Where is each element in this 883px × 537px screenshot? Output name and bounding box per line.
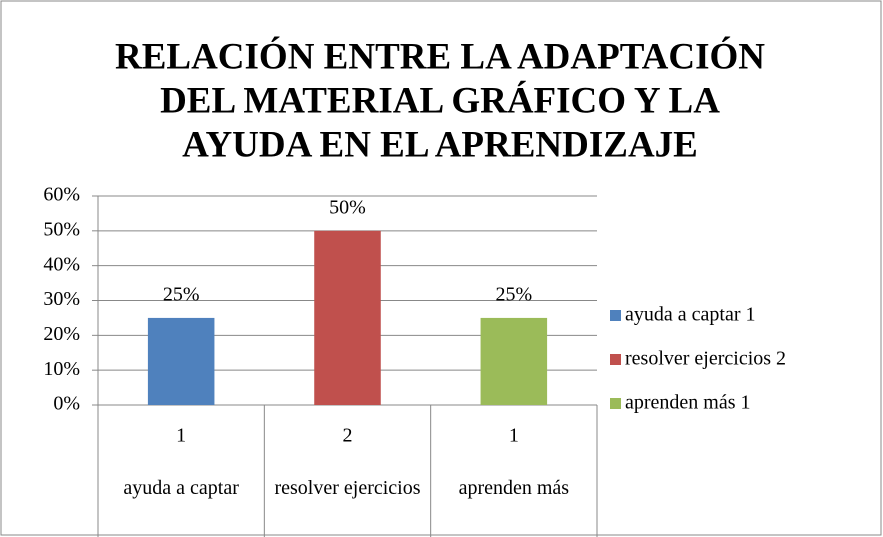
- x-tick-label: 1: [509, 425, 519, 447]
- category-group-text: resolver ejercicios: [274, 477, 421, 499]
- legend-swatch: [610, 354, 621, 365]
- y-tick-label: 20%: [43, 323, 80, 345]
- chart-title: AYUDA EN EL APRENDIZAJE: [182, 124, 698, 165]
- data-label: 25%: [495, 284, 532, 306]
- y-tick-label: 50%: [43, 218, 80, 240]
- category-group-label: aprenden más: [458, 477, 570, 499]
- x-tick-label: 2: [343, 425, 353, 447]
- legend-swatch: [610, 398, 621, 409]
- data-label: 25%: [163, 284, 200, 306]
- category-group-label: ayuda a captar: [123, 477, 239, 499]
- bar: [147, 317, 215, 405]
- bar: [314, 230, 381, 405]
- category-group-text: aprenden más: [458, 477, 570, 499]
- chart-title: DEL MATERIAL GRÁFICO Y LA: [160, 79, 720, 121]
- data-label: 50%: [329, 196, 366, 218]
- bar: [480, 317, 548, 405]
- legend-label: resolver ejercicios 2: [625, 348, 786, 370]
- category-group-text: ayuda a captar: [123, 477, 239, 499]
- y-tick-label: 0%: [53, 393, 80, 415]
- chart-title: RELACIÓN ENTRE LA ADAPTACIÓN: [115, 35, 765, 77]
- x-tick-label: 1: [176, 425, 186, 447]
- legend-swatch: [610, 310, 621, 321]
- y-tick-label: 40%: [43, 253, 80, 275]
- y-tick-label: 60%: [43, 184, 80, 206]
- category-group-label: resolver ejercicios: [274, 477, 421, 499]
- y-tick-label: 30%: [43, 288, 80, 310]
- legend-label: ayuda a captar 1: [625, 304, 755, 326]
- y-tick-label: 10%: [43, 358, 80, 380]
- legend-label: aprenden más 1: [625, 392, 751, 414]
